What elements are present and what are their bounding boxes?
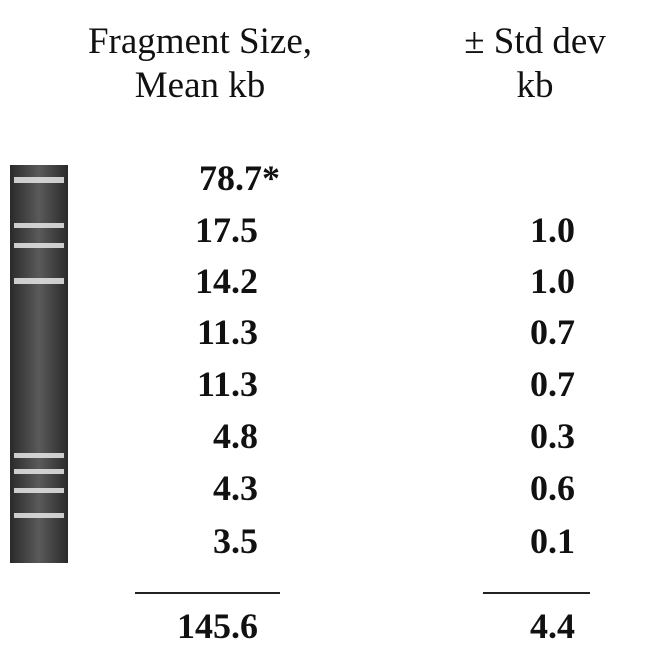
std-dev: 0.3 (375, 414, 575, 458)
std-dev: 1.0 (375, 259, 575, 303)
fragment-size: 14.2 (58, 259, 258, 303)
total-size: 145.6 (58, 604, 258, 648)
std-dev: 0.6 (375, 466, 575, 510)
header: Mean kb (50, 64, 350, 108)
fragment-size: 4.8 (58, 414, 258, 458)
page: Fragment Size, Mean kb ± Std dev kb 78.7… (0, 0, 649, 655)
rule (483, 592, 590, 594)
std-dev: 0.7 (375, 362, 575, 406)
std-dev: 0.7 (375, 310, 575, 354)
fragment-size: 11.3 (58, 362, 258, 406)
fragment-size: 4.3 (58, 466, 258, 510)
std-dev: 1.0 (375, 208, 575, 252)
header: Fragment Size, (50, 20, 350, 64)
fragment-size: 78.7* (80, 156, 280, 200)
header: kb (385, 64, 649, 108)
fragment-size: 3.5 (58, 519, 258, 563)
rule (135, 592, 280, 594)
std-dev: 0.1 (375, 519, 575, 563)
header: ± Std dev (385, 20, 649, 64)
total-std-dev: 4.4 (375, 604, 575, 648)
fragment-size: 17.5 (58, 208, 258, 252)
fragment-size: 11.3 (58, 310, 258, 354)
